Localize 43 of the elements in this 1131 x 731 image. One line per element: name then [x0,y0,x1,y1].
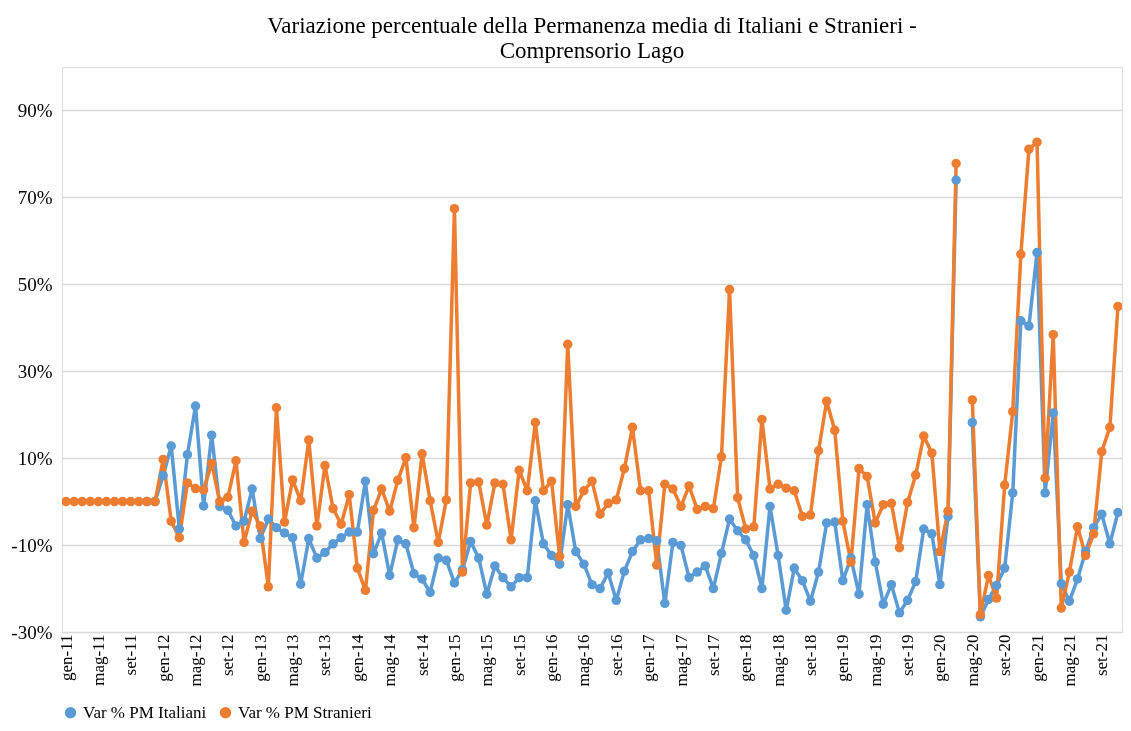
y-tick-label: -30% [11,621,53,643]
x-tick-label: mag-13 [283,634,303,687]
x-tick-label: set-19 [898,634,918,677]
x-tick-label: gen-20 [930,634,950,682]
x-tick-label: gen-17 [639,634,659,682]
y-tick-label: 70% [17,186,53,208]
x-tick-label: gen-18 [736,634,756,682]
legend-label: Var % PM Italiani [83,702,207,722]
y-tick-label: 10% [17,447,53,469]
x-tick-label: mag-16 [574,634,594,687]
y-tick-label: 90% [17,99,53,121]
x-tick-label: gen-21 [1027,634,1047,682]
x-tick-label: set-16 [606,634,626,677]
x-tick-label: set-12 [218,634,238,677]
x-tick-label: gen-16 [542,634,562,682]
x-tick-label: gen-13 [250,634,270,682]
x-tick-label: mag-17 [671,634,691,687]
x-tick-label: gen-12 [153,634,173,682]
x-tick-label: mag-11 [88,634,108,686]
x-tick-label: mag-21 [1059,634,1079,687]
y-tick-label: 30% [17,360,53,382]
x-tick-label: set-17 [703,634,723,677]
x-tick-label: set-14 [412,634,432,677]
x-tick-label: gen-19 [833,634,853,682]
x-tick-label: gen-15 [444,634,464,682]
x-tick-label: set-20 [995,634,1015,677]
x-tick-label: gen-14 [347,634,367,682]
x-tick-label: mag-18 [768,634,788,687]
x-tick-label: set-13 [315,634,335,677]
x-tick-label: set-21 [1092,634,1112,677]
x-tick-label: gen-11 [56,634,76,682]
x-tick-label: mag-15 [477,634,497,687]
x-tick-label: set-18 [800,634,820,677]
y-tick-label: 50% [17,273,53,295]
chart-title: Variazione percentuale della Permanenza media di Italiani e Stranieri - Comprensorio Lago [267,13,917,63]
x-tick-label: mag-12 [186,634,206,687]
x-tick-label: mag-19 [865,634,885,687]
x-tick-label: mag-14 [380,634,400,687]
x-tick-label: set-15 [509,634,529,677]
x-tick-label: set-11 [121,634,141,676]
x-tick-label: mag-20 [962,634,982,687]
y-tick-label: -10% [11,534,53,556]
legend-label: Var % PM Stranieri [238,702,372,722]
